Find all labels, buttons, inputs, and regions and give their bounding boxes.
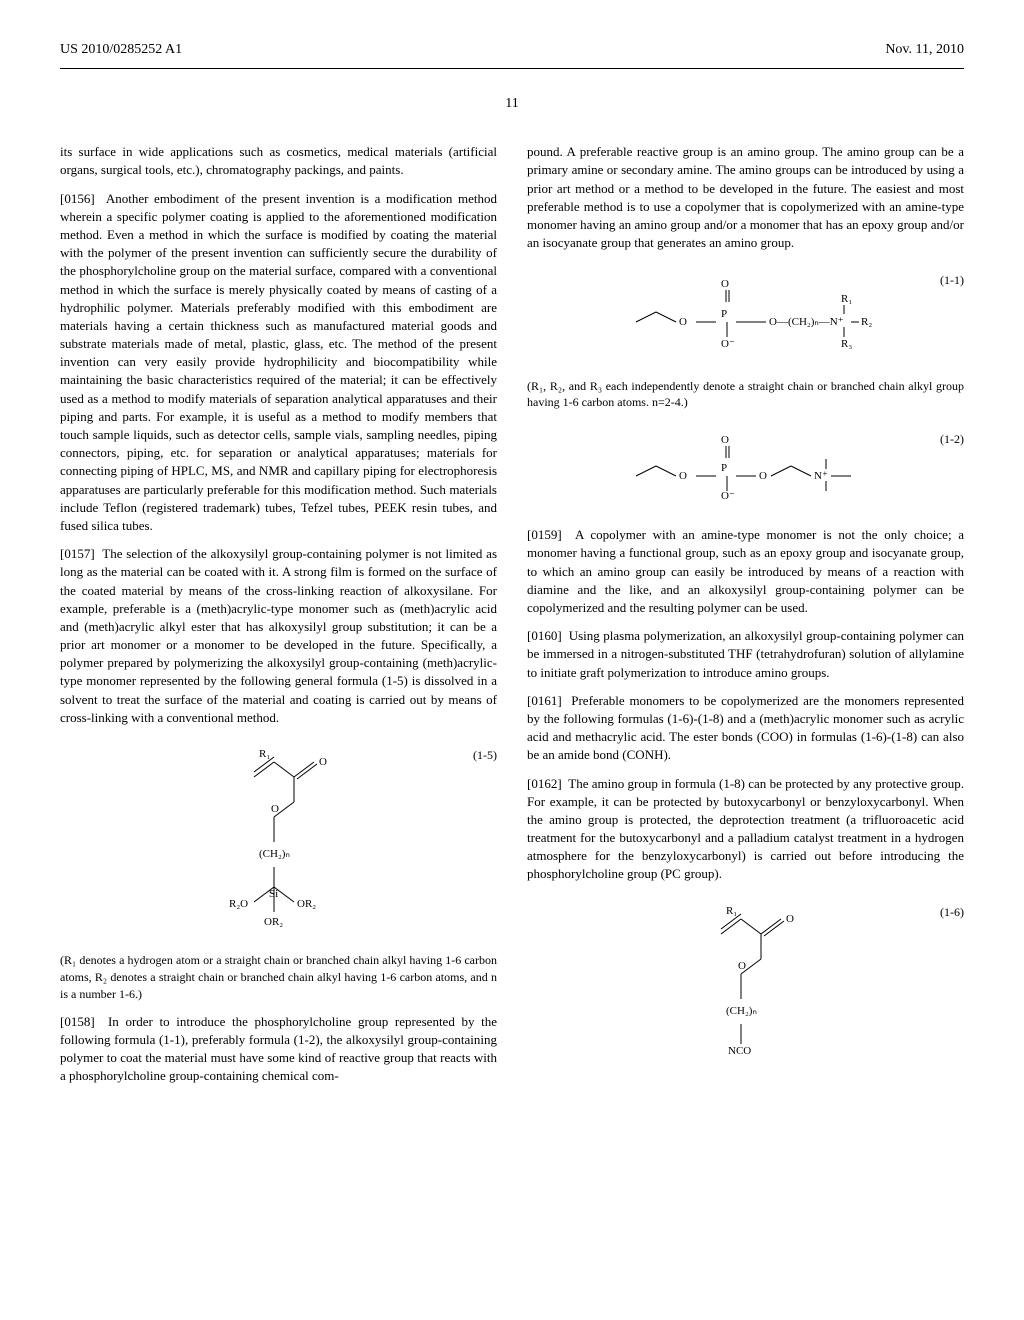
svg-text:O⁻: O⁻ — [721, 338, 735, 350]
header-divider — [60, 68, 964, 69]
para-num: [0162] — [527, 776, 562, 791]
svg-text:O: O — [319, 756, 327, 768]
svg-text:OR₂: OR₂ — [297, 898, 316, 910]
publication-number: US 2010/0285252 A1 — [60, 40, 182, 60]
svg-text:R₃: R₃ — [841, 338, 852, 350]
svg-text:O: O — [786, 913, 794, 925]
intro-continuation: its surface in wide applications such as… — [60, 143, 497, 179]
svg-text:OR₂: OR₂ — [264, 916, 283, 927]
svg-text:O: O — [679, 470, 687, 482]
para-text: Preferable monomers to be copolymerized … — [527, 693, 964, 763]
content-columns: its surface in wide applications such as… — [60, 143, 964, 1095]
svg-text:P: P — [721, 308, 727, 320]
svg-text:R₁: R₁ — [259, 748, 270, 760]
svg-text:R₂: R₂ — [861, 316, 872, 328]
para-text: Another embodiment of the present invent… — [60, 191, 497, 533]
formula-label: (1-2) — [940, 431, 964, 448]
paragraph-0161: [0161] Preferable monomers to be copolym… — [527, 692, 964, 765]
intro-continuation-right: pound. A preferable reactive group is an… — [527, 143, 964, 252]
formula-1-1-note: (R₁, R₂, and R₃ each independently denot… — [527, 378, 964, 412]
paragraph-0159: [0159] A copolymer with an amine-type mo… — [527, 526, 964, 617]
para-text: The selection of the alkoxysilyl group-c… — [60, 546, 497, 725]
para-num: [0157] — [60, 546, 95, 561]
chemical-structure-icon: R₁ O O (CH₂)ₙ NCO — [676, 904, 816, 1054]
formula-1-6: (1-6) R₁ O O (CH₂)ₙ NCO — [527, 904, 964, 1059]
svg-text:O: O — [679, 316, 687, 328]
paragraph-0160: [0160] Using plasma polymerization, an a… — [527, 627, 964, 682]
chemical-structure-icon: R₁ O O (CH₂)ₙ Si R₂O OR₂ OR₂ — [189, 747, 369, 927]
svg-text:R₁: R₁ — [841, 293, 852, 305]
para-num: [0159] — [527, 527, 562, 542]
formula-label: (1-5) — [473, 747, 497, 764]
formula-label: (1-6) — [940, 904, 964, 921]
svg-text:O: O — [271, 803, 279, 815]
svg-text:N⁺: N⁺ — [814, 470, 828, 482]
svg-text:O: O — [759, 470, 767, 482]
svg-text:O⁻: O⁻ — [721, 490, 735, 501]
paragraph-0162: [0162] The amino group in formula (1-8) … — [527, 775, 964, 884]
svg-text:O—(CH₂)ₙ—N⁺: O—(CH₂)ₙ—N⁺ — [769, 316, 844, 328]
para-text: A copolymer with an amine-type monomer i… — [527, 527, 964, 615]
formula-1-2: (1-2) O P O — [527, 431, 964, 506]
paragraph-0157: [0157] The selection of the alkoxysilyl … — [60, 545, 497, 727]
para-text: Using plasma polymerization, an alkoxysi… — [527, 628, 964, 679]
para-text: The amino group in formula (1-8) can be … — [527, 776, 964, 882]
para-num: [0156] — [60, 191, 95, 206]
svg-text:R₂O: R₂O — [229, 898, 248, 910]
publication-date: Nov. 11, 2010 — [885, 40, 964, 60]
para-num: [0160] — [527, 628, 562, 643]
svg-text:P: P — [721, 462, 727, 474]
svg-text:O: O — [738, 960, 746, 972]
page-number: 11 — [60, 94, 964, 114]
para-num: [0161] — [527, 693, 562, 708]
formula-1-5: (1-5) R₁ O O — [60, 747, 497, 932]
svg-text:NCO: NCO — [728, 1045, 751, 1054]
svg-text:O: O — [721, 278, 729, 290]
chemical-structure-icon: O P O O⁻ O N⁺ — [616, 431, 876, 501]
formula-1-5-note: (R₁ denotes a hydrogen atom or a straigh… — [60, 952, 497, 1002]
svg-text:O: O — [721, 434, 729, 446]
column-left: its surface in wide applications such as… — [60, 143, 497, 1095]
svg-text:(CH₂)ₙ: (CH₂)ₙ — [259, 848, 290, 860]
chemical-structure-icon: O P O O⁻ O—(CH₂)ₙ—N⁺ R₁ R₂ R₃ — [616, 272, 876, 352]
page-header: US 2010/0285252 A1 Nov. 11, 2010 — [60, 40, 964, 60]
paragraph-0158: [0158] In order to introduce the phospho… — [60, 1013, 497, 1086]
para-text: In order to introduce the phosphorylchol… — [60, 1014, 497, 1084]
formula-label: (1-1) — [940, 272, 964, 289]
column-right: pound. A preferable reactive group is an… — [527, 143, 964, 1095]
formula-1-1: (1-1) O P O O⁻ O—(CH₂)ₙ—N⁺ R₁ R₂ R — [527, 272, 964, 357]
svg-text:Si: Si — [269, 888, 278, 900]
svg-text:R₁: R₁ — [726, 905, 737, 917]
paragraph-0156: [0156] Another embodiment of the present… — [60, 190, 497, 536]
para-num: [0158] — [60, 1014, 95, 1029]
svg-text:(CH₂)ₙ: (CH₂)ₙ — [726, 1005, 757, 1017]
